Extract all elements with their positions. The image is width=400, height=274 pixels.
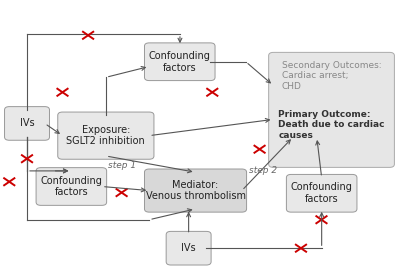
- Text: IVs: IVs: [20, 118, 34, 129]
- FancyBboxPatch shape: [269, 52, 394, 167]
- Text: Primary Outcome:
Death due to cardiac
causes: Primary Outcome: Death due to cardiac ca…: [278, 110, 385, 140]
- Text: Mediator:
Venous thrombolism: Mediator: Venous thrombolism: [146, 180, 246, 201]
- FancyBboxPatch shape: [58, 112, 154, 159]
- Text: step 2: step 2: [250, 166, 278, 175]
- FancyBboxPatch shape: [36, 168, 107, 205]
- Text: Exposure:
SGLT2 inhibition: Exposure: SGLT2 inhibition: [66, 125, 145, 146]
- Text: Confounding
factors: Confounding factors: [40, 176, 102, 197]
- Text: Confounding
factors: Confounding factors: [291, 182, 353, 204]
- FancyBboxPatch shape: [4, 107, 50, 140]
- Text: Secondary Outcomes:
Cardiac arrest;
CHD: Secondary Outcomes: Cardiac arrest; CHD: [282, 61, 382, 91]
- Text: Confounding
factors: Confounding factors: [149, 51, 211, 73]
- Text: step 1: step 1: [108, 161, 136, 170]
- Text: IVs: IVs: [181, 243, 196, 253]
- FancyBboxPatch shape: [166, 231, 211, 265]
- FancyBboxPatch shape: [144, 43, 215, 81]
- FancyBboxPatch shape: [286, 175, 357, 212]
- FancyBboxPatch shape: [144, 169, 246, 212]
